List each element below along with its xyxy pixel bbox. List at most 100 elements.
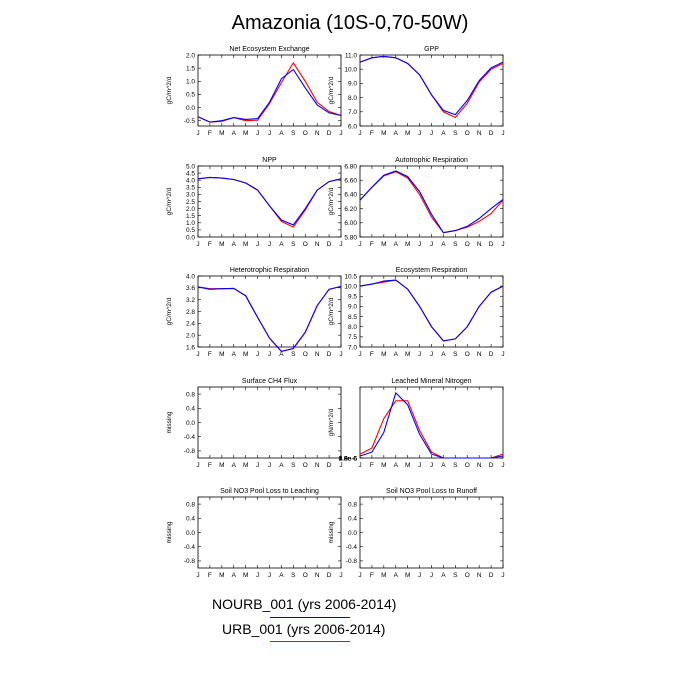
x-tick-label: N (477, 241, 482, 248)
x-tick-label: J (256, 462, 259, 469)
y-tick-label: -0.8 (346, 558, 358, 565)
x-tick-label: J (358, 241, 361, 248)
x-tick-label: A (232, 351, 237, 358)
x-tick-label: M (219, 462, 224, 469)
x-tick-label: N (315, 572, 320, 579)
x-tick-label: D (327, 572, 332, 579)
x-tick-label: O (303, 130, 308, 137)
x-tick-label: J (268, 241, 271, 248)
y-tick-label: 8.5 (348, 314, 357, 321)
y-tick-label: 6.40 (344, 192, 357, 199)
x-tick-label: J (339, 351, 342, 358)
y-tick-label: 1.8e-6 (339, 455, 358, 462)
y-axis-label: gC/m^2/d (166, 187, 173, 215)
x-tick-label: M (381, 572, 386, 579)
x-tick-label: M (219, 241, 224, 248)
series-line-urb (197, 176, 342, 228)
x-tick-label: S (291, 572, 296, 579)
x-tick-label: J (196, 572, 199, 579)
series-line-nourb (197, 285, 342, 353)
x-tick-label: S (291, 351, 296, 358)
plot-frame (197, 275, 342, 348)
x-tick-label: A (279, 351, 284, 358)
x-tick-label: F (370, 572, 374, 579)
plot-frame (197, 54, 342, 127)
x-tick-label: J (501, 241, 504, 248)
series-line-urb (359, 171, 504, 234)
series-line-nourb (359, 170, 504, 234)
x-tick-label: A (441, 351, 446, 358)
series-line-nourb (197, 68, 342, 123)
x-tick-label: J (418, 130, 421, 137)
panel-title: NPP (262, 157, 277, 164)
y-tick-label: 0.6e-6 (339, 455, 358, 462)
page-title: Amazonia (10S-0,70-50W) (231, 12, 469, 34)
panel-title: Soil NO3 Pool Loss to Runoff (386, 488, 477, 495)
series-line-nourb (359, 391, 504, 459)
x-tick-label: S (453, 351, 458, 358)
y-tick-label: 3.5 (186, 185, 195, 192)
series-line-urb (359, 279, 504, 342)
x-tick-label: F (208, 351, 212, 358)
y-tick-label: 0.0 (186, 530, 195, 537)
series-line-urb (359, 400, 504, 459)
y-tick-label: 1.6 (186, 344, 195, 351)
panel-title: Soil NO3 Pool Loss to Leaching (220, 488, 319, 495)
y-tick-label: 0.8 (348, 501, 357, 508)
plot-frame (197, 496, 342, 569)
y-tick-label: 4.0 (186, 178, 195, 185)
x-tick-label: S (453, 130, 458, 137)
legend-series1-label: NOURB_001 (yrs 2006-2014) (212, 596, 397, 612)
x-tick-label: N (315, 351, 320, 358)
y-tick-label: 1.0 (186, 220, 195, 227)
panel-title: Heterotrophic Respiration (230, 267, 309, 274)
x-tick-label: D (489, 241, 494, 248)
y-tick-label: 8.0 (348, 324, 357, 331)
x-tick-label: S (291, 130, 296, 137)
x-tick-label: J (339, 130, 342, 137)
y-tick-label: 10.5 (344, 273, 357, 280)
y-tick-label: 0.0e-6 (339, 455, 358, 462)
x-tick-label: J (501, 572, 504, 579)
x-tick-label: J (196, 462, 199, 469)
x-tick-label: J (256, 572, 259, 579)
y-tick-label: 0.3e-6 (339, 455, 358, 462)
plot-frame (197, 165, 342, 238)
x-tick-label: F (208, 241, 212, 248)
x-tick-label: M (405, 462, 410, 469)
x-tick-label: A (441, 572, 446, 579)
y-tick-label: -0.5 (184, 118, 196, 125)
x-tick-label: A (441, 241, 446, 248)
x-tick-label: O (465, 241, 470, 248)
y-tick-label: -0.4 (184, 544, 196, 551)
x-tick-label: J (196, 351, 199, 358)
x-tick-label: A (232, 130, 237, 137)
panel-title: Leached Mineral Nitrogen (391, 378, 471, 385)
y-tick-label: 10.0 (344, 67, 357, 74)
x-tick-label: S (453, 241, 458, 248)
x-tick-label: D (327, 462, 332, 469)
x-tick-label: J (196, 130, 199, 137)
y-tick-label: 0.5 (186, 92, 195, 99)
x-tick-label: D (489, 572, 494, 579)
x-tick-label: M (381, 241, 386, 248)
y-tick-label: 1.5 (186, 213, 195, 220)
y-tick-label: 1.0 (186, 79, 195, 86)
y-tick-label: 9.5 (348, 294, 357, 301)
y-tick-label: 10.0 (344, 283, 357, 290)
y-axis-label: missing (166, 411, 173, 433)
x-tick-label: J (418, 241, 421, 248)
x-tick-label: D (489, 462, 494, 469)
y-tick-label: 0.8 (186, 501, 195, 508)
y-axis-label: gC/m^2/d (328, 187, 335, 215)
x-tick-label: J (339, 462, 342, 469)
x-tick-label: J (268, 351, 271, 358)
legend-series1-line (270, 617, 350, 618)
x-tick-label: J (268, 462, 271, 469)
y-axis-label: gC/m^2/d (166, 76, 173, 104)
x-tick-label: M (381, 351, 386, 358)
x-tick-label: A (441, 462, 446, 469)
panel-title: Surface CH4 Flux (242, 378, 298, 385)
